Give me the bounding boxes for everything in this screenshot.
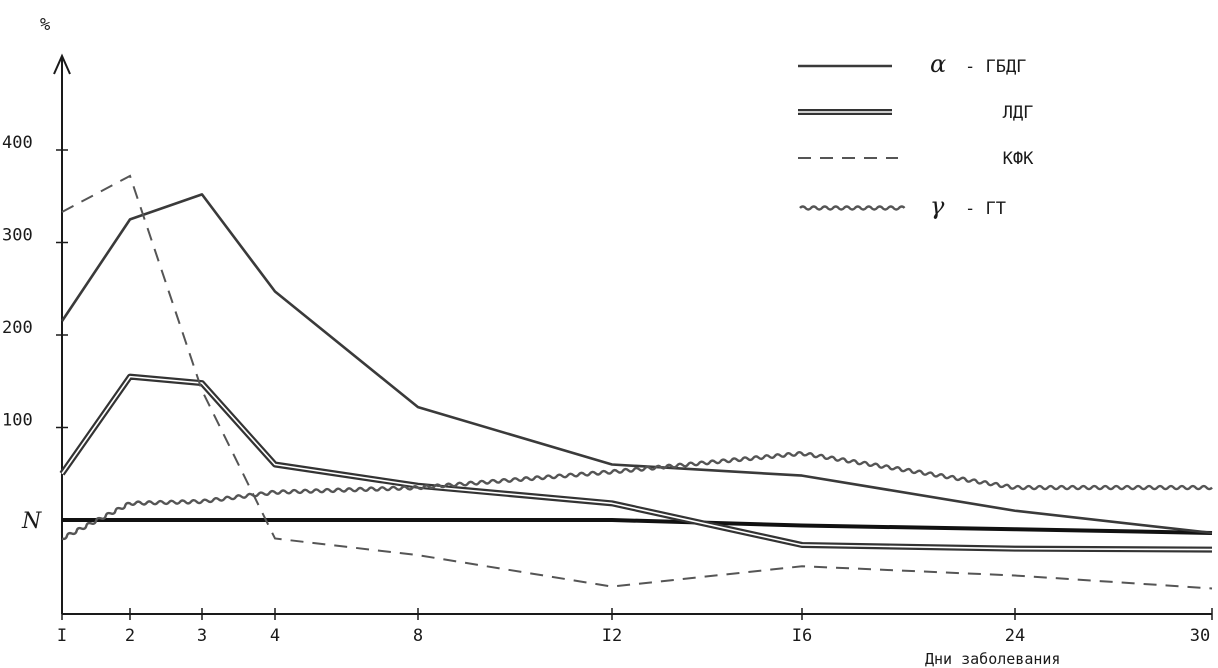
series-gbdg-line <box>60 193 1213 535</box>
legend-label: - ГБДГ <box>965 57 1026 77</box>
x-tick-label: 8 <box>413 626 423 646</box>
x-tick-label: I6 <box>792 626 812 646</box>
y-axis-unit: % <box>40 15 50 35</box>
legend-item-gbdg: α - ГБДГ <box>798 50 1026 78</box>
legend-label: ЛДГ <box>1003 103 1034 123</box>
x-tick-label: 24 <box>1005 626 1025 646</box>
y-tick-label: 100 <box>2 411 33 431</box>
legend-symbol: α <box>930 50 946 78</box>
series-ldg-line <box>59 373 1213 553</box>
x-tick-label: I <box>57 626 67 646</box>
legend-label: - ГТ <box>965 199 1006 219</box>
series-layer <box>59 174 1213 590</box>
legend-item-ldg: ЛДГ <box>798 103 1033 123</box>
y-tick-label: 300 <box>2 226 33 246</box>
y-tick-label: 400 <box>2 133 33 153</box>
legend-item-kfk: КФК <box>798 149 1034 169</box>
legend-swatch <box>799 205 906 211</box>
y-axis-arrow <box>53 53 71 75</box>
baseline-n-line <box>62 518 1213 535</box>
legend-symbol: γ <box>930 192 945 220</box>
x-tick-label: I2 <box>602 626 622 646</box>
legend: α - ГБДГ ЛДГ КФК γ - ГТ <box>798 50 1034 220</box>
series-gt-line <box>61 450 1213 541</box>
baseline-label: N <box>21 509 42 534</box>
x-tick-label: 4 <box>270 626 280 646</box>
legend-item-gt: γ - ГТ <box>799 192 1006 220</box>
x-tick-label: 2 <box>125 626 135 646</box>
x-tick-label: 3 <box>197 626 207 646</box>
x-axis-title: Дни заболевания <box>925 650 1060 668</box>
legend-label: КФК <box>1003 149 1034 169</box>
x-tick-label: 30 <box>1190 626 1210 646</box>
y-tick-label: 200 <box>2 318 33 338</box>
